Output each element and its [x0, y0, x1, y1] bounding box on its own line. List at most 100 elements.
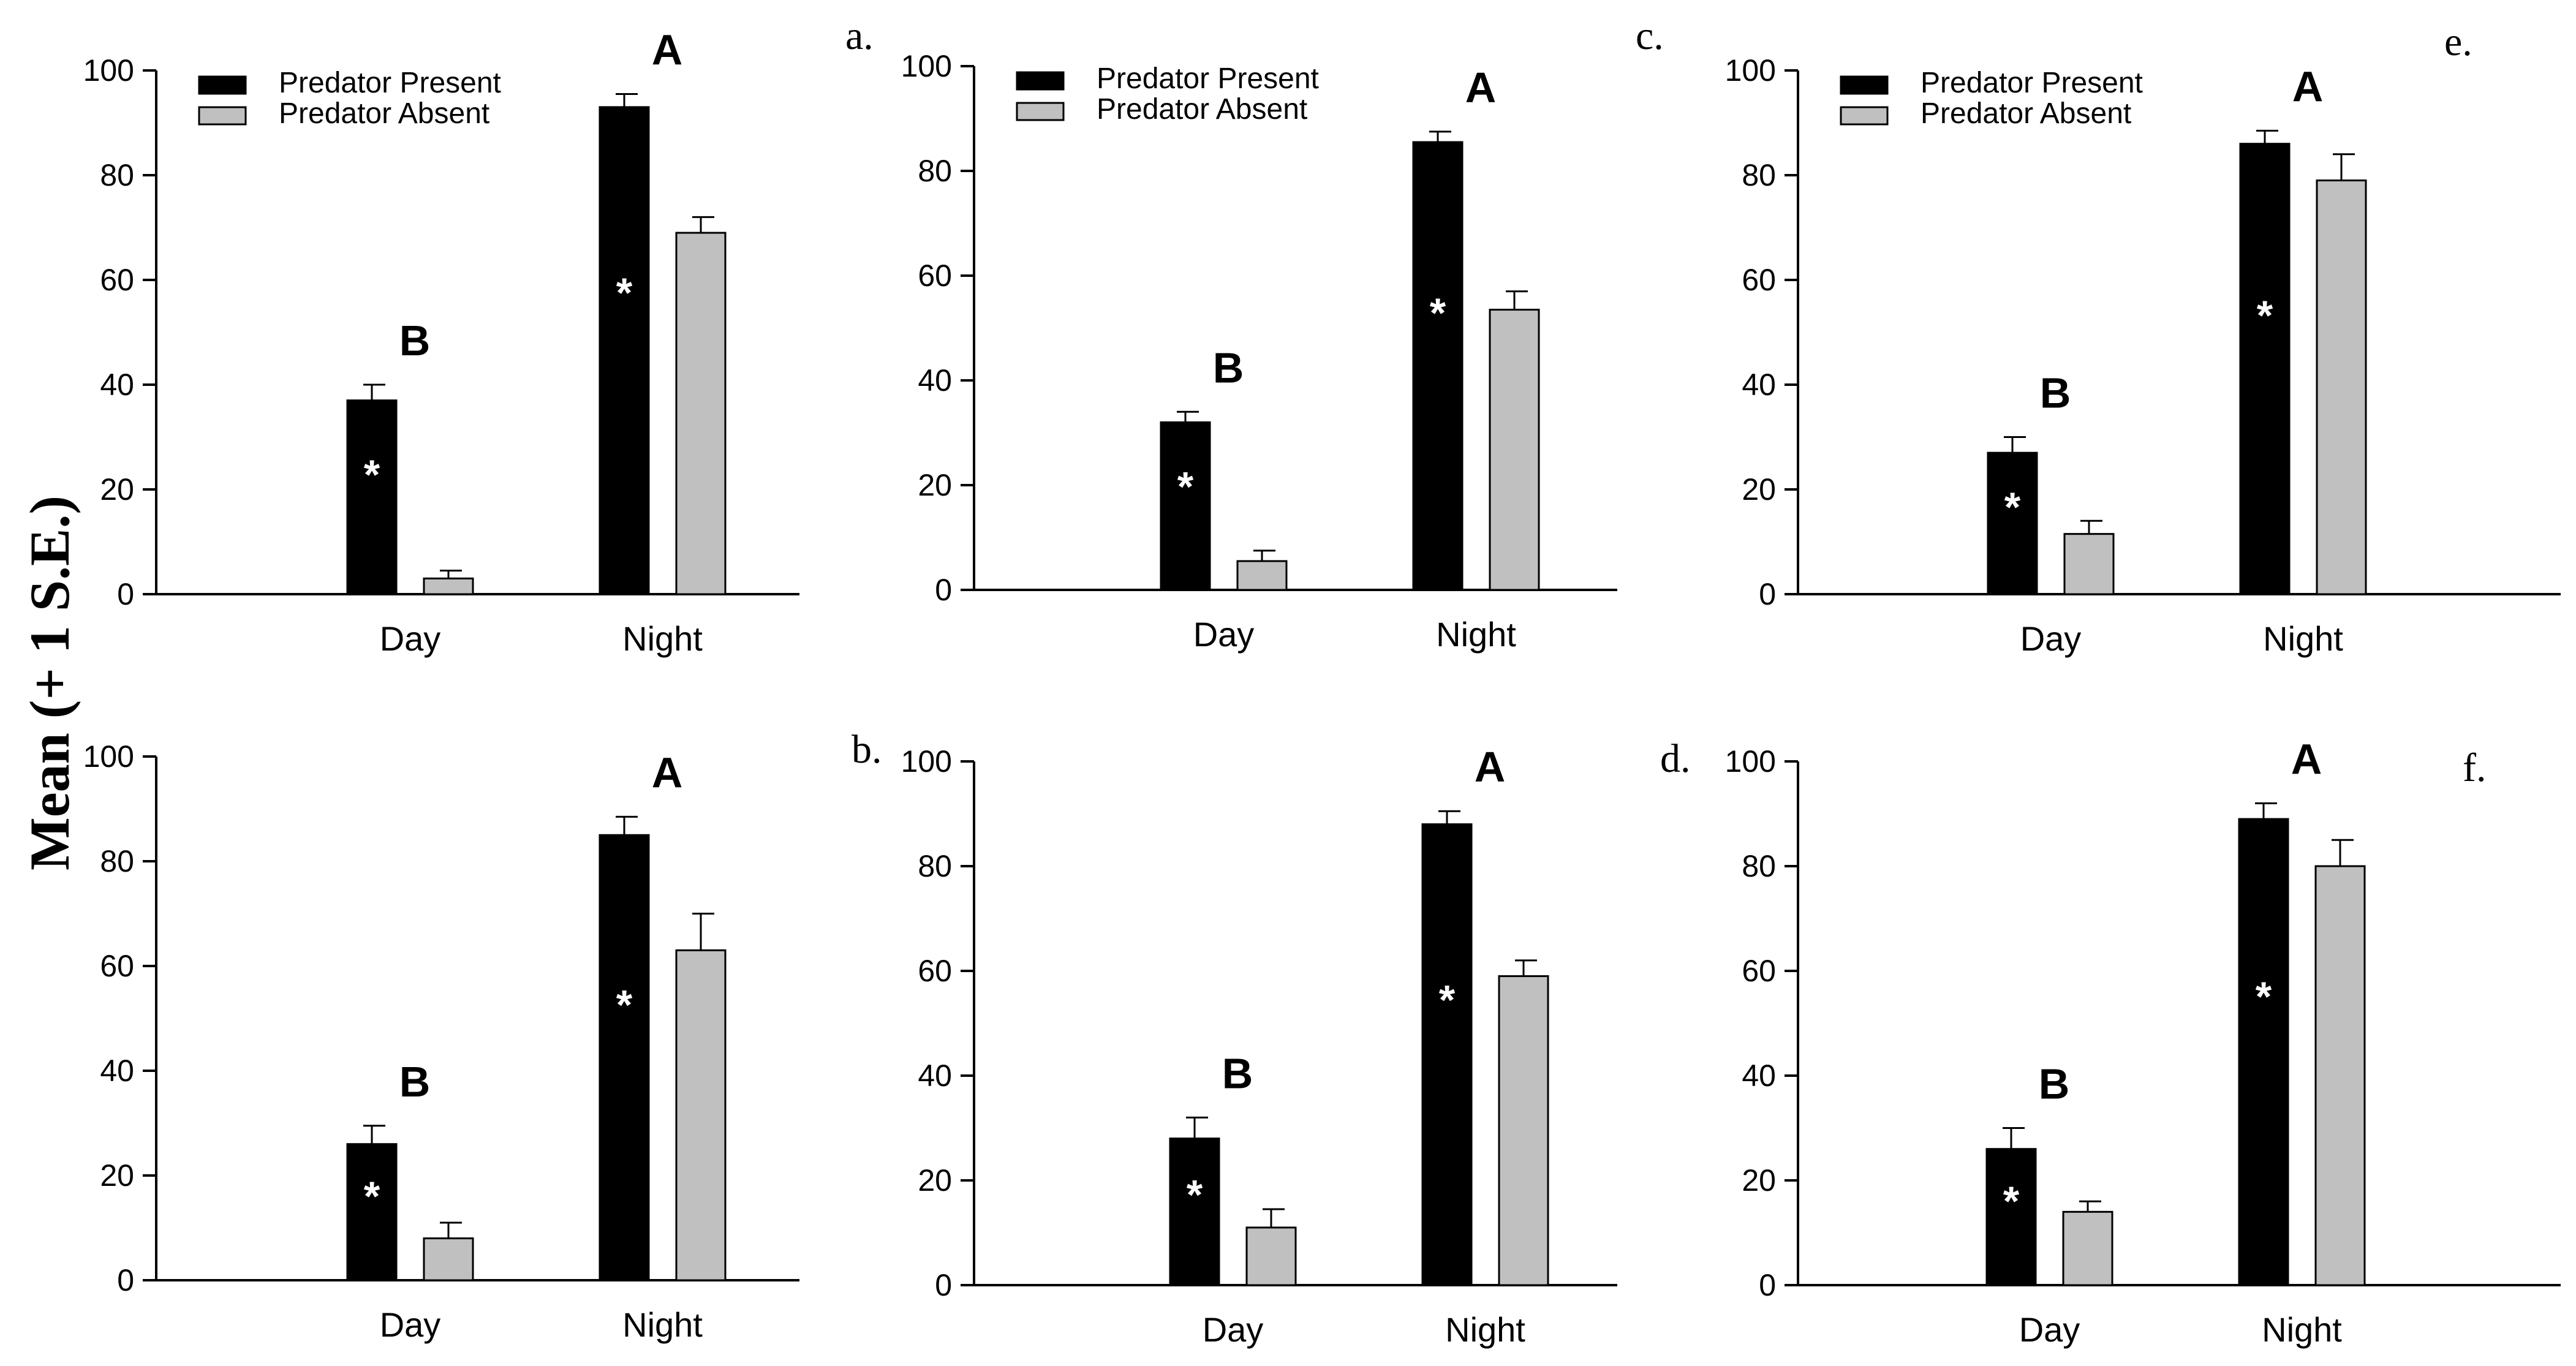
bar-predator-absent-day	[1245, 1226, 1297, 1286]
legend-label: Predator Present	[279, 67, 501, 99]
panel-letter: d.	[1660, 736, 1691, 781]
bar-predator-absent-night	[1498, 975, 1549, 1286]
bar-predator-present-night	[1421, 823, 1473, 1286]
legend-label: Predator Absent	[1921, 97, 2131, 130]
y-tick-label: 80	[918, 849, 952, 883]
significance-star: *	[364, 451, 380, 498]
y-axis-label: Mean (+ 1 S.E.)	[18, 496, 81, 870]
legend-label: Predator Absent	[1097, 93, 1307, 126]
significance-star: *	[1439, 977, 1456, 1024]
y-tick-label: 40	[100, 1054, 134, 1088]
bar-predator-present-day	[1169, 1138, 1220, 1286]
y-tick-label: 20	[918, 468, 952, 502]
y-tick-label: 80	[100, 844, 134, 878]
y-tick-label: 40	[918, 363, 952, 398]
significance-star: *	[2003, 1178, 2020, 1224]
y-tick-label: 100	[901, 49, 952, 83]
bar-predator-absent-night	[675, 949, 727, 1281]
x-tick-label-night: Night	[622, 1305, 703, 1344]
x-tick-label-day: Day	[380, 1305, 441, 1344]
significance-star: *	[616, 981, 633, 1028]
bar-predator-present-day	[1160, 421, 1211, 591]
chart-panel-d: 0 20 40 60 80 100 * B Day * A Night d.	[901, 736, 1691, 1349]
x-tick-label-night: Night	[2263, 619, 2343, 658]
bar-predator-present-night	[599, 834, 650, 1281]
y-tick-label: 0	[1759, 577, 1776, 611]
legend-swatch	[1016, 71, 1065, 91]
group-letter: A	[2291, 735, 2322, 783]
x-tick-label-night: Night	[622, 619, 703, 658]
legend-label: Predator Present	[1097, 62, 1319, 95]
bar-predator-present-day	[1985, 1148, 2037, 1286]
group-letter: B	[399, 1058, 431, 1106]
group-letter: A	[1475, 743, 1506, 791]
bar-predator-absent-night	[675, 232, 727, 595]
x-tick-label-night: Night	[2262, 1310, 2342, 1349]
y-tick-label: 0	[117, 577, 134, 611]
bar-predator-absent-day	[423, 1237, 474, 1281]
significance-star: *	[364, 1173, 380, 1220]
legend-label: Predator Present	[1921, 67, 2143, 99]
bar-predator-absent-day	[1236, 560, 1288, 591]
y-tick-label: 40	[1742, 368, 1776, 402]
legend-swatch	[198, 75, 247, 95]
bar-predator-absent-day	[423, 577, 474, 595]
bar-predator-absent-day	[2063, 533, 2115, 595]
x-tick-label-day: Day	[1193, 615, 1255, 654]
x-tick-label-day: Day	[1203, 1310, 1264, 1349]
y-tick-label: 60	[918, 258, 952, 293]
y-tick-label: 80	[1742, 158, 1776, 192]
y-tick-label: 60	[100, 949, 134, 983]
legend-swatch	[198, 106, 247, 126]
legend-swatch	[1840, 106, 1889, 126]
x-tick-label-day: Day	[380, 619, 441, 658]
y-tick-label: 100	[83, 53, 134, 88]
y-tick-label: 100	[1725, 53, 1776, 88]
y-tick-label: 40	[1742, 1058, 1776, 1093]
group-letter: B	[2039, 1060, 2070, 1108]
bar-predator-present-night	[599, 106, 650, 595]
y-tick-label: 0	[935, 573, 952, 607]
group-letter: A	[652, 26, 683, 74]
y-tick-label: 80	[918, 154, 952, 188]
y-tick-label: 20	[918, 1163, 952, 1198]
y-tick-label: 100	[83, 739, 134, 774]
bar-predator-present-night	[2239, 143, 2291, 595]
bar-predator-present-night	[2238, 818, 2289, 1286]
panel-letter: b.	[852, 727, 882, 772]
bar-predator-absent-night	[2314, 865, 2366, 1286]
y-tick-label: 40	[918, 1058, 952, 1093]
panels-container: 0 20 40 60 80 100 * B Day * A Night a. Predator Prese…	[83, 13, 2561, 1349]
y-tick-label: 0	[117, 1263, 134, 1297]
x-tick-label-day: Day	[2019, 1310, 2080, 1349]
y-tick-label: 60	[1742, 263, 1776, 297]
legend-swatch	[1840, 75, 1889, 95]
legend-swatch	[1016, 102, 1065, 121]
significance-star: *	[2257, 292, 2273, 339]
y-tick-label: 20	[100, 1158, 134, 1193]
group-letter: B	[1222, 1049, 1253, 1097]
y-tick-label: 40	[100, 368, 134, 402]
y-tick-label: 0	[935, 1268, 952, 1302]
chart-panel-b: 0 20 40 60 80 100 * B Day * A Night b.	[83, 727, 882, 1344]
chart-panel-a: 0 20 40 60 80 100 * B Day * A Night a. Predator Prese…	[83, 13, 874, 658]
group-letter: A	[2292, 62, 2324, 110]
bar-predator-present-day	[346, 399, 398, 595]
chart-panel-f: 0 20 40 60 80 100 * B Day * A Night f.	[1725, 735, 2561, 1349]
significance-star: *	[616, 270, 633, 316]
y-tick-label: 100	[1725, 744, 1776, 779]
y-tick-label: 80	[1742, 849, 1776, 883]
chart-panel-e: 0 20 40 60 80 100 * B Day * A Night e. Predator Prese…	[1725, 20, 2561, 658]
panel-letter: f.	[2463, 745, 2486, 790]
legend-label: Predator Absent	[279, 97, 489, 130]
chart-panel-c: 0 20 40 60 80 100 * B Day * A Night c. Predator Prese…	[901, 13, 1664, 654]
y-tick-label: 60	[100, 263, 134, 297]
panel-letter: a.	[845, 13, 874, 58]
x-tick-label-night: Night	[1436, 615, 1516, 654]
bar-predator-present-day	[346, 1143, 398, 1281]
group-letter: A	[652, 749, 683, 796]
significance-star: *	[2004, 484, 2021, 530]
group-letter: B	[1213, 344, 1244, 391]
y-tick-label: 20	[1742, 472, 1776, 507]
